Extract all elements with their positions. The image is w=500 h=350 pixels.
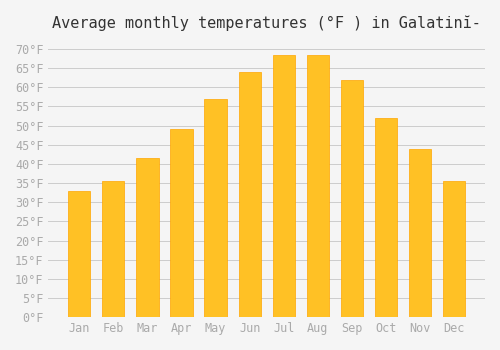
Bar [238,72,260,317]
Bar [341,80,363,317]
Bar [68,191,90,317]
Bar [204,99,227,317]
Bar [375,118,397,317]
Bar [136,158,158,317]
Bar [306,55,329,317]
Bar [102,181,124,317]
Bar [443,181,465,317]
Bar [272,55,295,317]
Bar [409,149,431,317]
Bar [170,130,192,317]
Title: Average monthly temperatures (°F ) in Galatinĭ-: Average monthly temperatures (°F ) in Ga… [52,15,481,30]
